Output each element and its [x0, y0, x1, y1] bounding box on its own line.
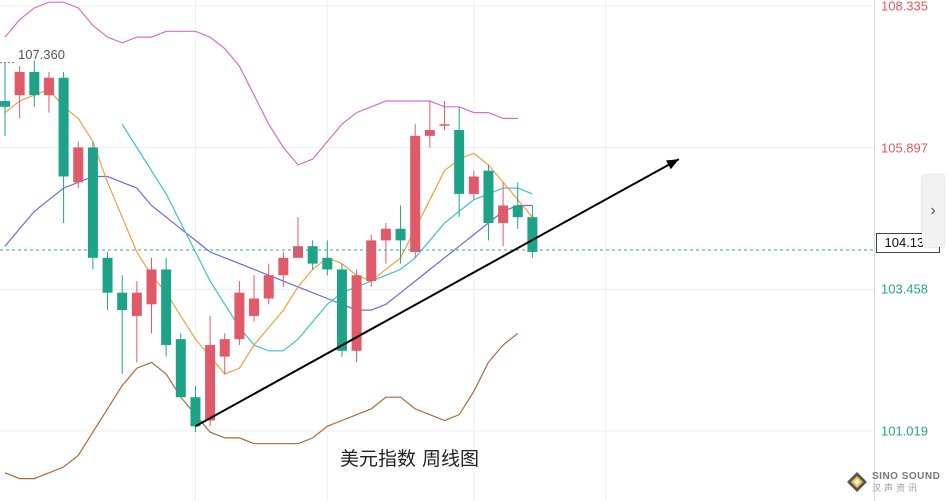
- candle-body-31: [454, 130, 465, 194]
- candle-body-32: [468, 176, 479, 194]
- candle-body-11: [161, 269, 172, 345]
- candle-body-35: [512, 205, 523, 218]
- candle-body-4: [58, 77, 69, 177]
- candle-body-14: [205, 344, 216, 421]
- candle-body-36: [527, 217, 538, 253]
- price-tick-label-3: 101.019: [881, 423, 928, 439]
- candle-body-5: [73, 147, 84, 183]
- candle-body-34: [498, 205, 509, 223]
- boll-upper-line: [4, 1, 518, 166]
- price-tick-label-0: 108.335: [881, 0, 928, 14]
- candle-body-30: [439, 124, 450, 126]
- candle-body-7: [102, 257, 113, 293]
- candle-body-3: [43, 77, 54, 96]
- candle-body-9: [131, 292, 142, 316]
- candle-body-22: [322, 257, 333, 270]
- candles: [0, 60, 538, 433]
- candle-body-0: [0, 100, 10, 107]
- overlay: [0, 62, 874, 428]
- ma10-line: [121, 123, 533, 352]
- scroll-right-button[interactable]: ›: [922, 175, 944, 247]
- candle-body-15: [219, 339, 230, 357]
- candle-body-21: [307, 246, 318, 264]
- trend-arrow-head-icon: [666, 159, 679, 170]
- grid-lines: [0, 0, 874, 501]
- candle-body-33: [483, 170, 494, 223]
- price-tick-label-2: 103.458: [881, 281, 928, 297]
- candle-body-25: [366, 240, 377, 282]
- candle-body-18: [263, 275, 274, 299]
- watermark-cn: 汉声资讯: [872, 482, 921, 493]
- chevron-right-icon: ›: [930, 202, 936, 219]
- candle-body-23: [336, 269, 347, 351]
- candle-body-8: [117, 292, 128, 311]
- candle-body-12: [175, 339, 186, 398]
- price-tick-label-1: 105.897: [881, 140, 928, 156]
- candle-body-13: [190, 397, 201, 427]
- candle-body-10: [146, 269, 157, 305]
- candle-body-28: [410, 135, 421, 253]
- sino-sound-logo-icon: [847, 472, 867, 492]
- candle-body-6: [87, 147, 98, 258]
- high-marker-label: 107.360: [18, 47, 65, 62]
- candle-body-1: [14, 71, 25, 96]
- candle-body-20: [293, 246, 303, 258]
- candle-body-2: [29, 71, 40, 96]
- candle-body-24: [351, 275, 362, 351]
- chart-caption: 美元指数 周线图: [340, 448, 480, 470]
- indicator-lines: [4, 1, 533, 480]
- watermark-en: SINO SOUND: [872, 470, 941, 482]
- candle-body-16: [234, 292, 245, 340]
- candle-body-27: [395, 228, 406, 241]
- candle-body-17: [249, 298, 260, 316]
- ma5-line: [4, 88, 533, 375]
- boll-lower-line: [4, 332, 519, 480]
- trend-arrow-line: [194, 158, 680, 428]
- candle-body-26: [380, 228, 391, 241]
- candle-body-29: [424, 130, 435, 136]
- candle-body-19: [278, 257, 289, 276]
- watermark: SINO SOUND 汉声资讯: [846, 465, 946, 499]
